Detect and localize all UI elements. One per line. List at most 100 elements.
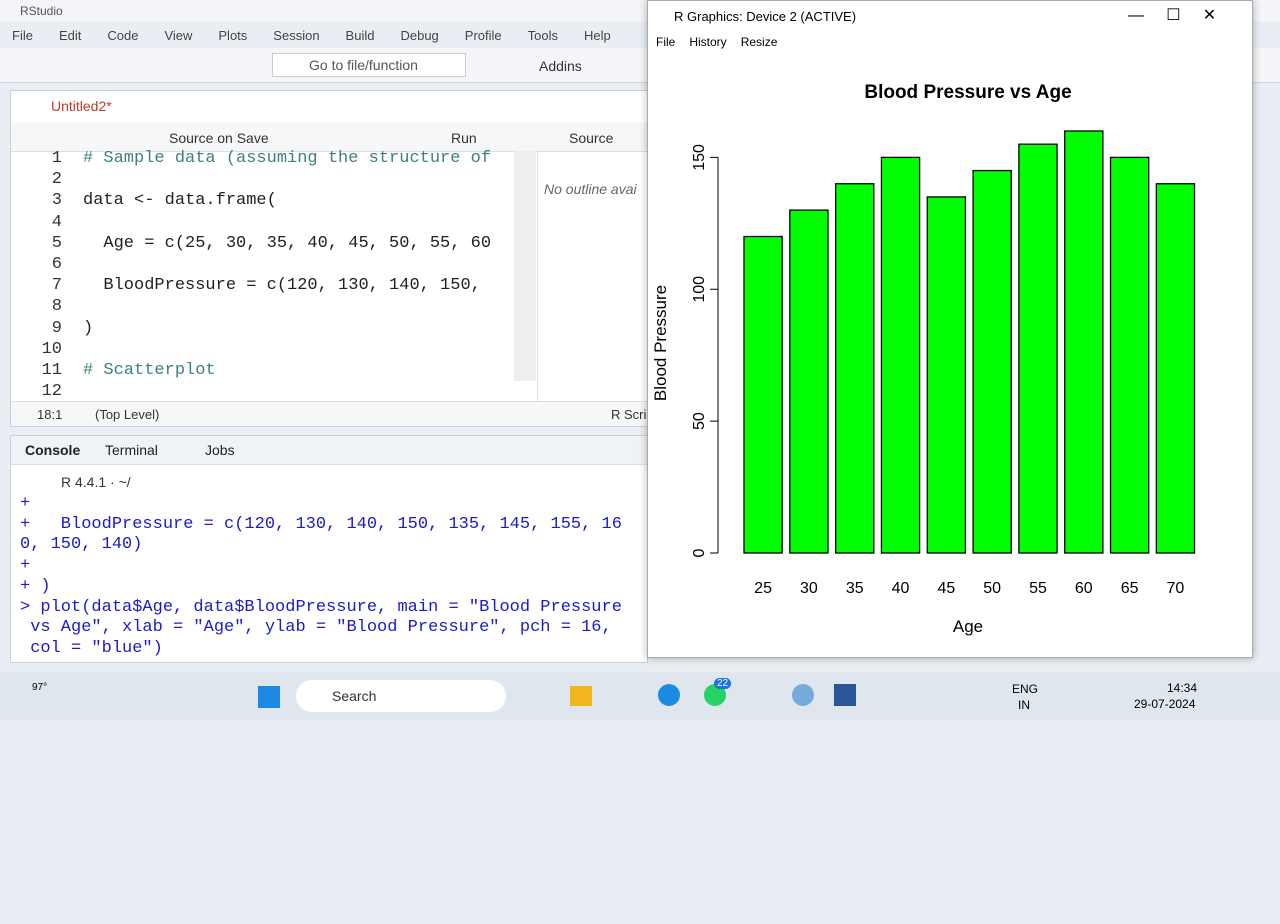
bar xyxy=(972,169,1012,554)
scope[interactable]: (Top Level) xyxy=(95,407,160,422)
line-number: 7 xyxy=(51,276,62,296)
code-line: ) xyxy=(83,318,94,338)
outline: No outline avai xyxy=(537,151,648,401)
line-number: 12 xyxy=(41,382,62,399)
console-line: + ) xyxy=(20,576,51,596)
menu-item[interactable]: View xyxy=(164,28,193,43)
line-number: 9 xyxy=(51,318,62,338)
region: IN xyxy=(1018,698,1030,712)
console-line: + BloodPressure = c(120, 130, 140, 150, … xyxy=(20,514,622,534)
outline-text: No outline avai xyxy=(544,181,637,197)
menu-bar: File Edit Code View Plots Session Build Debug Pr… xyxy=(12,27,637,45)
goto-box[interactable]: Go to file/function xyxy=(272,53,466,77)
menu-item[interactable]: File xyxy=(12,28,33,43)
menu-item[interactable]: History xyxy=(689,35,727,49)
console-panel: Console Terminal Jobs R 4.4.1 · ~/ + + Bloo… xyxy=(10,435,648,663)
menu-item[interactable]: Plots xyxy=(218,28,248,43)
code-line: Age = c(25, 30, 35, 40, 45, 50, 55, 60 xyxy=(83,233,492,253)
menu-item[interactable]: File xyxy=(656,35,676,49)
bar xyxy=(880,156,921,554)
code-line: BloodPressure = c(120, 130, 140, 150, xyxy=(83,276,492,296)
y-tick-label: 100 xyxy=(691,276,708,303)
x-tick-label: 70 xyxy=(1167,580,1185,597)
menu-item[interactable]: Build xyxy=(345,28,375,43)
code-line: # Sample data (assuming the structure of xyxy=(83,149,492,168)
chart: Blood Pressure vs Age Age Blood Pressure 0 5… xyxy=(651,82,1196,636)
language[interactable]: ENG xyxy=(1012,682,1039,696)
status-bar: 18:1 (Top Level) R Scri xyxy=(11,401,647,426)
menu-item[interactable]: Help xyxy=(584,28,611,43)
line-number: 4 xyxy=(51,212,62,232)
line-number: 10 xyxy=(41,339,62,359)
y-tick-label: 50 xyxy=(691,412,708,430)
window-title: R Graphics: Device 2 (ACTIVE) xyxy=(674,9,857,24)
editor-toolbar: Source on Save Run Source xyxy=(11,123,647,152)
bar xyxy=(926,196,967,554)
bar xyxy=(1109,156,1150,554)
menu-item[interactable]: Debug xyxy=(400,28,439,43)
weather[interactable]: 97° xyxy=(32,682,48,693)
console-line: 0, 150, 140) xyxy=(20,535,143,555)
editor-tab[interactable]: Untitled2* xyxy=(51,98,112,114)
screen: RStudio File Edit Code View Plots Session Buil… xyxy=(0,0,1280,720)
bar xyxy=(834,183,875,554)
menu-item[interactable]: Code xyxy=(107,28,139,43)
console-line: + xyxy=(20,556,31,576)
search-box[interactable]: Search xyxy=(296,680,506,712)
source-button[interactable]: Source xyxy=(569,130,614,146)
y-axis-label: Blood Pressure xyxy=(651,285,670,401)
menu-item[interactable]: Tools xyxy=(527,28,558,43)
console-line: vs Age", xlab = "Age", ylab = "Blood Pre… xyxy=(20,618,612,638)
cursor-position: 18:1 xyxy=(37,407,63,422)
menu-item[interactable]: Session xyxy=(273,28,320,43)
x-axis-label: Age xyxy=(953,617,983,636)
source-on-save[interactable]: Source on Save xyxy=(169,130,269,146)
console-line: + xyxy=(20,494,31,513)
time[interactable]: 14:34 xyxy=(1167,681,1198,695)
line-number: 6 xyxy=(51,255,62,274)
bar xyxy=(1155,183,1196,554)
line-number: 2 xyxy=(51,170,62,190)
x-tick-label: 40 xyxy=(892,580,910,597)
bar xyxy=(1064,130,1104,554)
edge-icon[interactable] xyxy=(658,684,680,706)
menu-item[interactable]: Resize xyxy=(740,35,778,49)
console-tabs: Console Terminal Jobs xyxy=(11,436,647,465)
whatsapp-icon[interactable] xyxy=(704,684,726,706)
scrollbar xyxy=(514,151,536,381)
goto-text: Go to file/function xyxy=(309,57,418,73)
taskbar: 97° Search 22 ENG IN 14:34 29-07-2024 xyxy=(0,672,1280,720)
code-line: data <- data.frame( xyxy=(83,191,277,211)
file-type[interactable]: R Scri xyxy=(611,407,647,422)
window-controls[interactable]: — ☐ ✕ xyxy=(1128,7,1217,24)
date: 29-07-2024 xyxy=(1134,697,1196,711)
search-text: Search xyxy=(332,688,377,704)
line-number: 3 xyxy=(51,191,62,211)
console-tab[interactable]: Terminal xyxy=(105,442,158,458)
console-tab[interactable]: Console xyxy=(25,442,81,458)
menu-item[interactable]: Edit xyxy=(58,28,82,43)
menu-item[interactable]: Profile xyxy=(464,28,502,43)
x-tick-label: 65 xyxy=(1121,580,1139,597)
chart-title: Blood Pressure vs Age xyxy=(864,82,1071,103)
console-line: col = "blue") xyxy=(20,638,163,658)
x-tick-label: 30 xyxy=(800,580,818,597)
start-icon[interactable] xyxy=(258,686,280,708)
console-tab[interactable]: Jobs xyxy=(205,442,235,458)
word-icon[interactable] xyxy=(834,684,856,706)
r-icon[interactable] xyxy=(792,684,814,706)
r-version: R 4.4.1 · ~/ xyxy=(61,474,131,490)
badge: 22 xyxy=(714,678,732,689)
console-line: > plot(data$Age, data$BloodPressure, mai… xyxy=(20,597,622,617)
app-title: RStudio xyxy=(20,4,63,18)
x-tick-label: 60 xyxy=(1075,580,1093,597)
bar xyxy=(743,235,783,554)
x-tick-label: 50 xyxy=(983,580,1001,597)
explorer-icon[interactable] xyxy=(570,686,592,706)
run-button[interactable]: Run xyxy=(451,130,477,146)
x-tick-label: 25 xyxy=(754,580,772,597)
addins[interactable]: Addins xyxy=(539,58,582,74)
console-output: + + BloodPressure = c(120, 130, 140, 150,… xyxy=(11,494,647,662)
y-tick-label: 150 xyxy=(691,144,708,171)
